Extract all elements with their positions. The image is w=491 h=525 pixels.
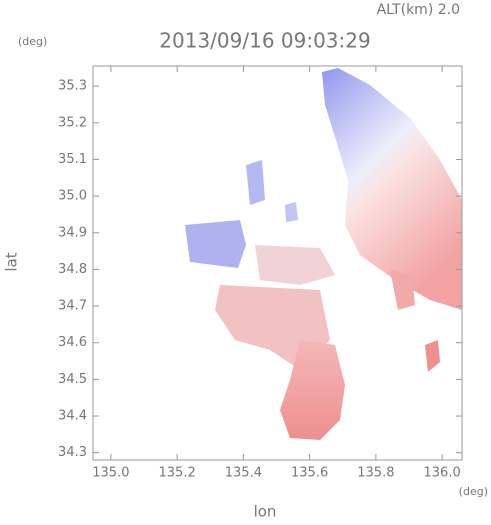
echo-blob — [280, 340, 345, 440]
chart-title: 2013/09/16 09:03:29 — [159, 29, 370, 53]
y-tick-label: 34.3 — [58, 445, 87, 460]
y-tick-label: 35.1 — [58, 152, 87, 167]
y-tick-label: 34.5 — [58, 372, 87, 387]
x-tick-label: 135.2 — [159, 466, 196, 481]
echo-sector — [322, 68, 462, 310]
echo-blob — [185, 220, 246, 268]
y-tick-label: 35.3 — [58, 79, 87, 94]
plot-frame — [92, 65, 463, 461]
y-tick-label: 35.0 — [58, 189, 87, 204]
echo-blob — [390, 270, 415, 310]
y-tick-label: 35.2 — [58, 115, 87, 130]
x-label: lon — [254, 503, 277, 521]
x-tick-label: 135.6 — [291, 466, 328, 481]
x-tick-label: 136.0 — [424, 466, 461, 481]
echo-blob — [246, 160, 265, 205]
altitude: ALT(km) 2.0 — [377, 2, 460, 18]
echo-blob — [255, 245, 335, 285]
y-unit: (deg) — [18, 35, 47, 48]
y-tick-label: 34.9 — [58, 225, 87, 240]
x-tick-label: 135.8 — [357, 466, 394, 481]
axes: 135.0 135.2 135.4 135.6 135.8 136.0 35.3 35.2 35… — [58, 66, 462, 481]
x-unit: (deg) — [459, 485, 488, 498]
y-tick-label: 34.8 — [58, 262, 87, 277]
x-tick-label: 135.4 — [225, 466, 262, 481]
y-label: lat — [3, 252, 21, 271]
radar-echoes — [185, 68, 462, 440]
y-tick-label: 34.4 — [58, 409, 87, 424]
y-tick-label: 34.7 — [58, 299, 87, 314]
y-tick-label: 34.6 — [58, 335, 87, 350]
echo-blob — [425, 340, 440, 372]
echo-blob — [285, 202, 298, 222]
x-tick-label: 135.0 — [92, 466, 129, 481]
